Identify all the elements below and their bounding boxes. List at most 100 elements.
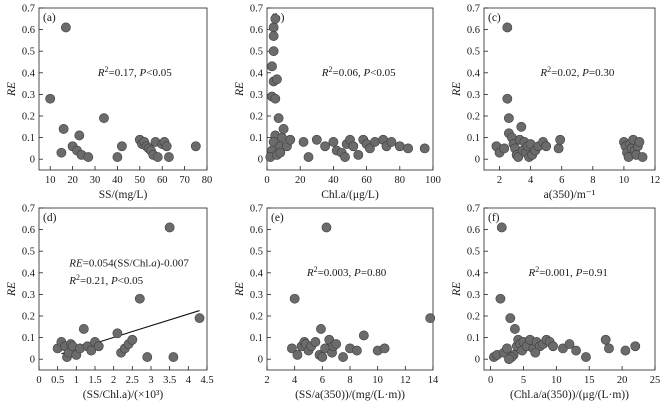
panel-b: 0 20 40 60 80 100 0 0.1 0.2 0.3 0.4 0.5 0.6 0.7 Chl.a/… xyxy=(234,4,441,202)
plot-frame xyxy=(483,207,656,371)
y-tick-label: 0.2 xyxy=(250,312,263,323)
data-point xyxy=(278,124,289,134)
x-tick-label: 6 xyxy=(320,375,325,386)
data-point xyxy=(394,141,405,152)
data-point xyxy=(365,143,375,154)
data-point xyxy=(340,152,350,162)
x-tick-label: 10 xyxy=(45,175,56,186)
y-tick-label: 0 xyxy=(30,155,35,166)
y-tick-label: 0.4 xyxy=(22,68,36,79)
regression-equation: RE=0.054(SS/Chl.a)-0.007 xyxy=(68,257,189,269)
data-point xyxy=(571,345,581,356)
x-tick-label: 1.5 xyxy=(88,375,101,386)
panel-label: (a) xyxy=(43,12,56,24)
y-tick-label: 0.5 xyxy=(467,47,480,58)
data-point xyxy=(311,134,322,145)
data-point xyxy=(338,352,348,362)
y-tick-label: 0.4 xyxy=(467,68,481,79)
x-axis-label: (SS/a(350))/(mg/(L·m)) xyxy=(295,389,405,401)
y-tick-label: 0.1 xyxy=(467,133,480,144)
data-point xyxy=(604,343,614,354)
y-tick-label: 0.2 xyxy=(250,112,263,123)
x-tick-label: 2.5 xyxy=(126,375,139,386)
data-point xyxy=(637,152,648,162)
x-tick-label: 2 xyxy=(111,375,116,386)
data-point xyxy=(142,352,153,362)
data-point xyxy=(386,137,397,147)
x-tick-label: 80 xyxy=(395,175,406,186)
y-tick-label: 0.5 xyxy=(467,247,480,258)
plot-frame xyxy=(38,207,208,371)
x-tick-label: 0.5 xyxy=(51,375,64,386)
data-point xyxy=(425,313,436,324)
x-tick-label: 60 xyxy=(361,175,372,186)
data-point xyxy=(116,141,127,152)
y-tick-label: 0.6 xyxy=(467,25,480,36)
data-point xyxy=(56,147,67,158)
y-tick-label: 0.7 xyxy=(22,4,35,15)
y-tick-label: 0.1 xyxy=(250,333,263,344)
data-point xyxy=(369,137,380,147)
y-tick-label: 0.2 xyxy=(22,312,35,323)
y-tick-label: 0.2 xyxy=(467,312,480,323)
data-point xyxy=(310,337,321,347)
y-tick-label: 0.7 xyxy=(250,204,263,215)
data-point xyxy=(358,330,369,341)
data-point xyxy=(99,113,109,124)
stat-annotation: R2=0.06, P<0.05 xyxy=(321,65,396,79)
x-tick-label: 4 xyxy=(292,375,298,386)
data-point xyxy=(495,293,506,304)
data-point xyxy=(502,22,513,33)
panel-f: 0 5 10 15 20 25 0 0.1 0.2 0.3 0.4 0.5 0.6 0.7 (Chl.a/a… xyxy=(451,204,660,402)
data-point xyxy=(530,347,541,358)
panel-label: (f) xyxy=(488,212,500,224)
data-point xyxy=(620,345,631,356)
x-tick-label: 12 xyxy=(650,175,661,186)
data-point xyxy=(505,313,516,324)
x-tick-label: 30 xyxy=(90,175,101,186)
x-tick-label: 1 xyxy=(74,375,79,386)
plot-frame xyxy=(38,7,208,171)
y-tick-label: 0.6 xyxy=(250,225,263,236)
stat-annotation: R2=0.17, P<0.05 xyxy=(97,65,172,79)
x-tick-label: 20 xyxy=(67,175,78,186)
y-tick-label: 0.3 xyxy=(250,290,263,301)
y-tick-label: 0.4 xyxy=(250,268,264,279)
panel-c: 2 4 6 8 10 12 0 0.1 0.2 0.3 0.4 0.5 0.6 0.7 a(350)/m⁻¹… xyxy=(451,4,660,202)
data-point xyxy=(286,343,297,354)
data-point xyxy=(348,141,359,152)
x-tick-label: 80 xyxy=(202,175,213,186)
data-point xyxy=(316,324,326,334)
data-point xyxy=(272,74,282,85)
data-point xyxy=(510,324,520,334)
y-axis-label: RE xyxy=(451,82,463,97)
data-point xyxy=(541,141,552,152)
data-point xyxy=(58,124,69,134)
y-axis-label: RE xyxy=(6,82,18,97)
data-point xyxy=(502,343,512,354)
data-point xyxy=(83,152,94,162)
y-tick-label: 0.1 xyxy=(250,133,263,144)
y-tick-label: 0.4 xyxy=(22,268,36,279)
y-tick-label: 0.5 xyxy=(22,47,35,58)
x-tick-label: 40 xyxy=(328,175,339,186)
data-point xyxy=(127,334,138,345)
y-tick-label: 0.5 xyxy=(22,247,35,258)
data-point xyxy=(164,222,175,233)
data-point xyxy=(268,46,279,57)
panel-d: 0 0.5 1 1.5 2 2.5 3 3.5 4 4.5 0 0.1 0.2 0.3 0.4 0.5 0.6 0… xyxy=(6,204,214,402)
x-tick-label: 12 xyxy=(400,375,411,386)
x-tick-label: 40 xyxy=(112,175,123,186)
data-point xyxy=(273,113,284,124)
y-tick-label: 0 xyxy=(475,355,480,366)
data-point xyxy=(379,343,390,354)
x-tick-label: 8 xyxy=(347,375,352,386)
x-axis-label: SS/(mg/L) xyxy=(99,189,148,201)
data-point xyxy=(289,293,300,304)
y-tick-label: 0.1 xyxy=(22,333,35,344)
data-point xyxy=(581,352,591,362)
x-tick-label: 20 xyxy=(295,175,306,186)
y-tick-label: 0.6 xyxy=(250,25,263,36)
data-point xyxy=(496,222,507,233)
y-tick-label: 0.3 xyxy=(22,90,35,101)
